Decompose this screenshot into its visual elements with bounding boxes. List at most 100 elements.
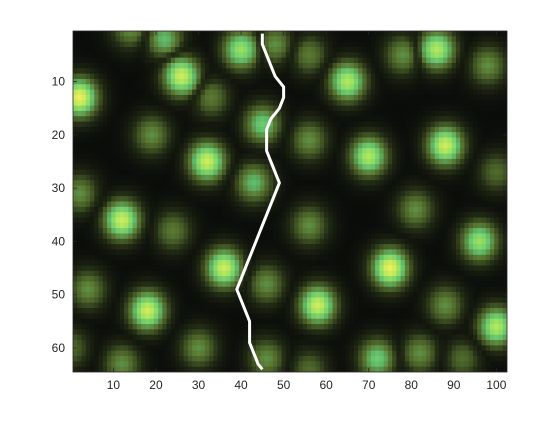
heatmap-cell	[175, 206, 180, 213]
heatmap-cell	[119, 68, 125, 75]
heatmap-cell	[353, 84, 359, 91]
heatmap-cell	[124, 94, 129, 101]
heatmap-cell	[204, 78, 210, 85]
heatmap-cell	[285, 254, 291, 261]
heatmap-cell	[115, 260, 121, 267]
heatmap-cell	[136, 153, 142, 160]
heatmap-cell	[489, 286, 495, 293]
heatmap-cell	[221, 233, 227, 240]
heatmap-cell	[158, 180, 163, 187]
heatmap-cell	[400, 153, 406, 160]
heatmap-cell	[213, 265, 219, 272]
heatmap-cell	[145, 148, 151, 155]
heatmap-cell	[409, 217, 414, 224]
heatmap-cell	[192, 212, 197, 219]
heatmap-cell	[73, 260, 78, 267]
heatmap-cell	[119, 196, 125, 203]
heatmap-cell	[400, 132, 406, 139]
heatmap-cell	[247, 121, 253, 128]
heatmap-cell	[238, 206, 244, 213]
heatmap-cell	[430, 57, 436, 64]
heatmap-cell	[107, 190, 112, 197]
heatmap-cell	[455, 265, 461, 272]
heatmap-cell	[272, 126, 278, 133]
heatmap-cell	[311, 206, 317, 213]
heatmap-cell	[85, 254, 91, 261]
heatmap-cell	[90, 164, 95, 171]
heatmap-cell	[409, 212, 414, 219]
heatmap-cell	[336, 249, 342, 256]
heatmap-cell	[183, 174, 189, 181]
heatmap-cell	[409, 196, 414, 203]
heatmap-cell	[341, 52, 346, 59]
heatmap-cell	[460, 36, 466, 43]
heatmap-cell	[98, 68, 104, 75]
heatmap-cell	[443, 110, 449, 117]
heatmap-cell	[81, 260, 87, 267]
heatmap-cell	[366, 153, 372, 160]
heatmap-cell	[409, 190, 414, 197]
heatmap-cell	[290, 62, 295, 69]
heatmap-cell	[353, 254, 359, 261]
heatmap-cell	[196, 62, 202, 69]
heatmap-cell	[255, 228, 261, 235]
heatmap-cell	[370, 158, 376, 165]
heatmap-cell	[358, 36, 363, 43]
heatmap-cell	[417, 265, 423, 272]
heatmap-cell	[494, 137, 500, 144]
heatmap-cell	[460, 153, 466, 160]
heatmap-cell	[277, 148, 283, 155]
heatmap-cell	[226, 185, 232, 192]
heatmap-cell	[102, 142, 108, 149]
heatmap-cell	[243, 185, 249, 192]
heatmap-cell	[438, 281, 444, 288]
heatmap-cell	[302, 31, 308, 37]
heatmap-cell	[328, 31, 334, 37]
heatmap-cell	[498, 100, 504, 107]
heatmap-cell	[268, 148, 274, 155]
heatmap-cell	[375, 196, 380, 203]
heatmap-cell	[353, 276, 359, 283]
heatmap-cell	[119, 121, 125, 128]
heatmap-cell	[472, 78, 478, 85]
heatmap-cell	[409, 158, 414, 165]
heatmap-cell	[392, 57, 397, 64]
heatmap-cell	[451, 158, 457, 165]
heatmap-cell	[192, 73, 197, 80]
heatmap-cell	[417, 41, 423, 48]
heatmap-cell	[464, 153, 470, 160]
heatmap-cell	[213, 270, 219, 277]
heatmap-cell	[460, 249, 466, 256]
heatmap-cell	[247, 68, 253, 75]
heatmap-cell	[119, 244, 125, 251]
heatmap-cell	[192, 260, 197, 267]
heatmap-cell	[179, 185, 185, 192]
heatmap-cell	[221, 217, 227, 224]
heatmap-cell	[124, 286, 129, 293]
heatmap-cell	[358, 164, 363, 171]
heatmap-cell	[251, 217, 257, 224]
heatmap-cell	[290, 180, 295, 187]
heatmap-cell	[485, 132, 491, 139]
heatmap-cell	[396, 84, 402, 91]
heatmap-cell	[234, 270, 240, 277]
heatmap-cell	[319, 201, 325, 208]
heatmap-cell	[375, 249, 380, 256]
heatmap-cell	[98, 286, 104, 293]
heatmap-cell	[187, 78, 193, 85]
heatmap-cell	[311, 110, 317, 117]
heatmap-cell	[358, 260, 363, 267]
heatmap-cell	[353, 41, 359, 48]
heatmap-cell	[183, 164, 189, 171]
heatmap-cell	[460, 265, 466, 272]
heatmap-cell	[430, 36, 436, 43]
heatmap-cell	[451, 276, 457, 283]
heatmap-cell	[485, 116, 491, 123]
heatmap-cell	[302, 94, 308, 101]
heatmap-cell	[298, 84, 304, 91]
heatmap-cell	[149, 100, 155, 107]
heatmap-cell	[264, 116, 270, 123]
heatmap-cell	[170, 174, 176, 181]
heatmap-cell	[353, 260, 359, 267]
heatmap-cell	[192, 158, 197, 165]
